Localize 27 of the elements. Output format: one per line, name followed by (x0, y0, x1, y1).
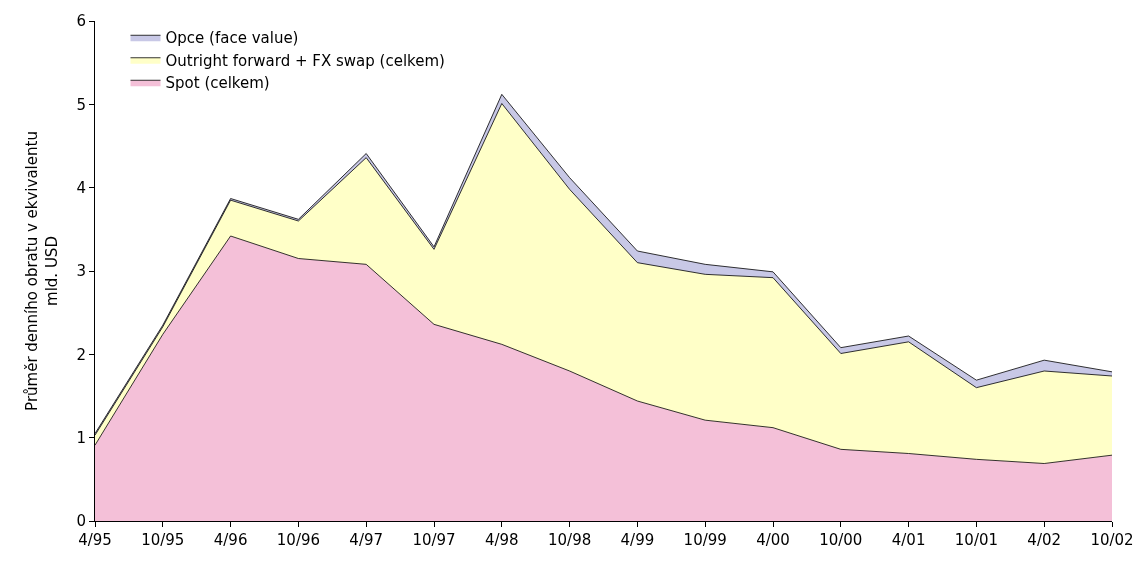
x-tick-label: 10/96 (276, 531, 321, 549)
y-tick-label: 2 (76, 345, 86, 364)
y-tick-label: 1 (76, 428, 86, 447)
y-axis-title: Průměr denního obratu v ekvivalentu mld. USD (23, 131, 61, 411)
x-tick-label: 4/96 (213, 531, 248, 549)
legend-label: Opce (face value) (165, 29, 299, 48)
legend-label: Outright forward + FX swap (celkem) (165, 51, 445, 70)
x-tick-label: 10/98 (547, 531, 592, 549)
x-tick-label: 10/00 (819, 531, 863, 549)
x-tick-label: 4/02 (1027, 531, 1062, 549)
x-tick-label: 4/98 (484, 531, 519, 549)
x-tick-label: 10/01 (954, 531, 999, 549)
x-tick-label: 4/99 (620, 531, 655, 549)
x-tick-label: 10/97 (412, 531, 456, 549)
x-tick-label: 10/95 (141, 531, 185, 549)
y-tick-label: 6 (76, 12, 86, 31)
legend-label: Spot (celkem) (165, 74, 270, 93)
x-tick-label: 10/02 (1090, 531, 1134, 549)
y-tick-label: 4 (76, 178, 86, 197)
x-tick-label: 10/99 (683, 531, 727, 549)
x-tick-label: 4/00 (756, 531, 790, 549)
y-tick-label: 3 (76, 262, 86, 281)
x-tick-label: 4/97 (349, 531, 384, 549)
y-tick-label: 5 (76, 95, 86, 114)
y-tick-label: 0 (76, 512, 86, 531)
x-tick-label: 4/95 (78, 531, 112, 549)
x-tick-label: 4/01 (891, 531, 926, 549)
